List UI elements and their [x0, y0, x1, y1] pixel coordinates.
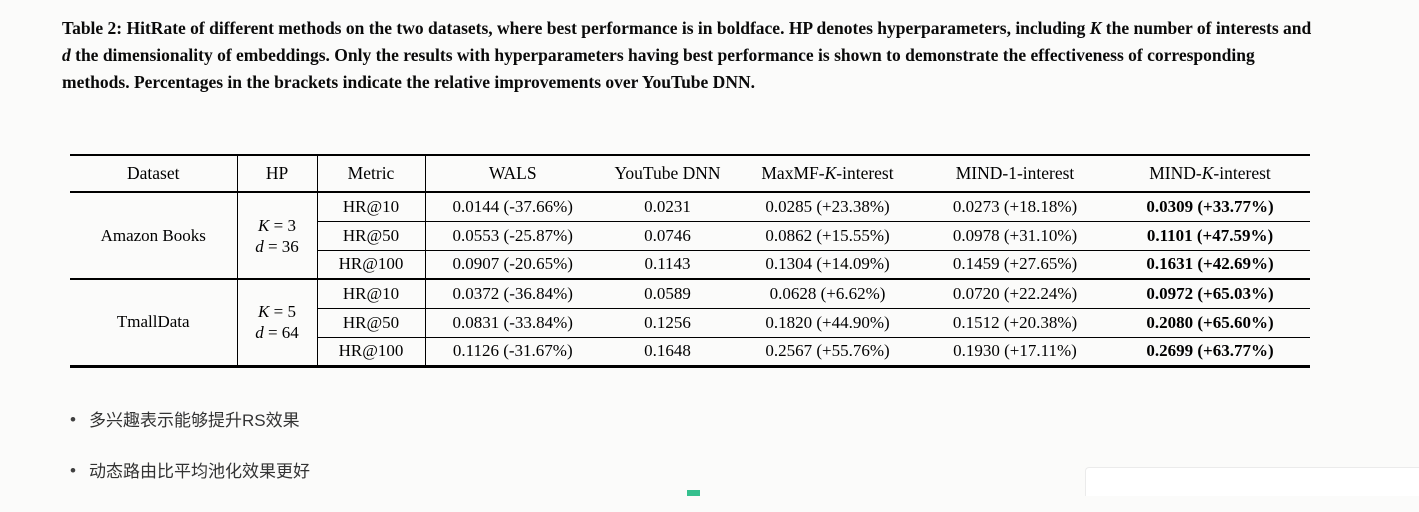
table-caption: Table 2: HitRate of different methods on… — [62, 15, 1314, 96]
table-row: HR@100 0.1126 (-31.67%) 0.1648 0.2567 (+… — [70, 337, 1310, 366]
hp-value: = 3 — [269, 215, 296, 235]
table-cell: 0.1101 (+47.59%) — [1110, 221, 1310, 251]
table-cell: 0.0589 — [600, 278, 735, 309]
hp-var: d — [255, 236, 264, 256]
caption-text-3: the dimensionality of embeddings. Only t… — [62, 45, 1255, 92]
table-cell: 0.1143 — [644, 254, 691, 274]
table-cell: 0.1648 — [644, 341, 691, 360]
col-header-metric: Metric — [317, 155, 426, 193]
header-text: MIND- — [1149, 163, 1202, 183]
table-cell: 0.2699 (+63.77%) — [1146, 341, 1274, 360]
col-header-mind-k-interest: MIND-K-interest — [1110, 155, 1310, 193]
header-text: MaxMF- — [761, 163, 825, 183]
list-item: • 多兴趣表示能够提升RS效果 — [70, 410, 310, 432]
note-text: 动态路由比平均池化效果更好 — [88, 462, 310, 481]
col-header-hp: HP — [237, 155, 318, 193]
table-cell: 0.2567 (+55.76%) — [765, 341, 890, 360]
caption-text-1: Table 2: HitRate of different methods on… — [62, 18, 1090, 38]
table-row: Amazon Books K = 3 d = 36 HR@10 0.0144 (… — [70, 192, 1310, 280]
table-row: TmallData K = 5 d = 64 HR@10 0.0372 (-36… — [70, 278, 1310, 367]
table-cell: 0.1631 (+42.69%) — [1146, 254, 1274, 274]
table-cell: 0.0628 (+6.62%) — [735, 278, 920, 309]
table-cell: 0.0746 — [600, 221, 735, 251]
notes-list: • 多兴趣表示能够提升RS效果 • 动态路由比平均池化效果更好 — [70, 410, 310, 512]
hp-line: K = 5 — [242, 301, 313, 322]
table-cell: 0.0372 (-36.84%) — [425, 278, 600, 309]
table-cell: 0.0720 (+22.24%) — [920, 278, 1110, 309]
hp-value: = 64 — [263, 323, 299, 343]
metric-cell: HR@50 — [317, 221, 426, 251]
table-cell: 0.0144 (-37.66%) — [425, 192, 600, 222]
header-var-k: K — [1201, 163, 1214, 183]
dataset-cell: Amazon Books — [70, 192, 238, 280]
metric-cell: HR@100 — [317, 337, 426, 366]
col-header-mind-1-interest: MIND-1-interest — [920, 155, 1110, 193]
table-cell: 0.0862 (+15.55%) — [735, 221, 920, 251]
caption-text-2: the number of interests and — [1101, 18, 1312, 38]
col-header-maxmf-k-interest: MaxMF-K-interest — [735, 155, 920, 193]
header-text: -interest — [1213, 163, 1271, 183]
table-cell: 0.0231 — [600, 192, 735, 222]
table-row: HR@100 0.0907 (-20.65%) 0.1143 0.1304 (+… — [70, 250, 1310, 279]
partial-element — [687, 490, 700, 496]
hp-line: K = 3 — [242, 215, 313, 236]
hp-var: K — [258, 302, 270, 322]
table-cell: 0.1820 (+44.90%) — [735, 308, 920, 338]
table-row: HR@50 0.0553 (-25.87%) 0.0746 0.0862 (+1… — [70, 221, 1310, 251]
hp-cell: K = 3 d = 36 — [237, 192, 318, 280]
table-cell: 0.0907 (-20.65%) — [452, 254, 573, 274]
metric-cell: HR@10 — [317, 278, 426, 309]
hp-var: K — [258, 215, 270, 235]
header-text: -interest — [836, 163, 894, 183]
col-header-dataset: Dataset — [70, 155, 238, 193]
floating-panel — [1085, 467, 1419, 496]
metric-cell: HR@10 — [317, 192, 426, 222]
table-cell: 0.1930 (+17.11%) — [953, 341, 1077, 360]
col-header-wals: WALS — [425, 155, 600, 193]
table-cell: 0.0273 (+18.18%) — [920, 192, 1110, 222]
header-row: Dataset HP Metric WALS YouTube DNN MaxMF… — [70, 155, 1310, 193]
hp-value: = 5 — [269, 302, 296, 322]
hp-var: d — [255, 323, 264, 343]
hp-cell: K = 5 d = 64 — [237, 278, 318, 367]
bullet-icon: • — [70, 461, 76, 480]
dataset-cell: TmallData — [70, 278, 238, 367]
table-cell: 0.1459 (+27.65%) — [952, 254, 1078, 274]
caption-var-d: d — [62, 45, 71, 65]
header-var-k: K — [824, 163, 837, 183]
caption-var-k: K — [1089, 18, 1102, 38]
note-text: 多兴趣表示能够提升RS效果 — [88, 411, 300, 430]
table-cell: 0.1304 (+14.09%) — [765, 254, 890, 274]
bullet-icon: • — [70, 410, 76, 429]
table-cell: 0.1256 — [600, 308, 735, 338]
hp-value: = 36 — [263, 236, 299, 256]
table-cell: 0.2080 (+65.60%) — [1110, 308, 1310, 338]
results-table: Dataset HP Metric WALS YouTube DNN MaxMF… — [70, 154, 1310, 368]
table-cell: 0.0978 (+31.10%) — [920, 221, 1110, 251]
list-item: • 动态路由比平均池化效果更好 — [70, 461, 310, 483]
metric-cell: HR@100 — [317, 250, 426, 279]
hp-line: d = 64 — [242, 322, 313, 343]
metric-cell: HR@50 — [317, 308, 426, 338]
hp-line: d = 36 — [242, 236, 313, 257]
table-cell: 0.0972 (+65.03%) — [1110, 278, 1310, 309]
table-cell: 0.0553 (-25.87%) — [425, 221, 600, 251]
table-cell: 0.0831 (-33.84%) — [425, 308, 600, 338]
table-cell: 0.1512 (+20.38%) — [920, 308, 1110, 338]
table-cell: 0.0285 (+23.38%) — [735, 192, 920, 222]
table-cell: 0.1126 (-31.67%) — [452, 341, 573, 360]
col-header-youtube-dnn: YouTube DNN — [600, 155, 735, 193]
table-row: HR@50 0.0831 (-33.84%) 0.1256 0.1820 (+4… — [70, 308, 1310, 338]
table-cell: 0.0309 (+33.77%) — [1110, 192, 1310, 222]
